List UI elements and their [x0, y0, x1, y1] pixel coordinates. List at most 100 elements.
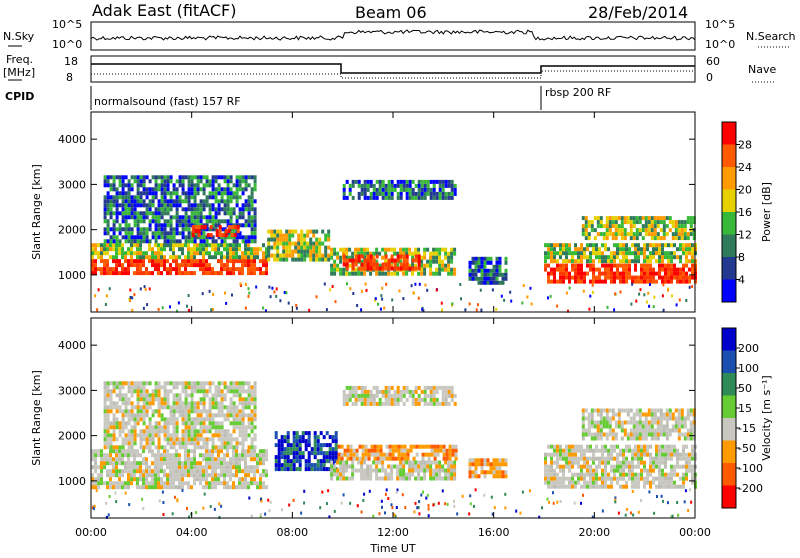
heatmap-cell	[395, 445, 398, 449]
heatmap-cell	[182, 207, 185, 211]
heatmap-cell	[634, 481, 637, 485]
heatmap-cell	[664, 268, 667, 272]
heatmap-cell	[609, 232, 612, 236]
heatmap-cell	[358, 259, 361, 263]
heatmap-cell	[248, 211, 251, 215]
heatmap-cell	[370, 196, 373, 200]
heatmap-cell	[621, 425, 624, 429]
heatmap-cell	[490, 261, 493, 265]
heatmap-cell	[296, 455, 299, 459]
heatmap-cell	[253, 251, 256, 255]
heatmap-cell	[128, 381, 131, 385]
heatmap-cell	[119, 385, 122, 389]
heatmap-cell	[104, 179, 107, 183]
heatmap-cell	[221, 401, 224, 405]
heatmap-cell	[622, 247, 625, 251]
heatmap-cell	[469, 265, 472, 269]
heatmap-cell	[154, 473, 157, 477]
heatmap-cell	[131, 425, 134, 429]
heatmap-cell	[562, 264, 565, 268]
heatmap-cell	[104, 405, 107, 409]
heatmap-cell	[312, 250, 315, 254]
heatmap-cell	[308, 443, 311, 447]
heatmap-cell	[116, 401, 119, 405]
heatmap-cell	[267, 230, 270, 234]
heatmap-cell	[208, 449, 211, 453]
heatmap-cell	[639, 425, 642, 429]
heatmap-cell	[607, 255, 610, 259]
heatmap-cell	[169, 473, 172, 477]
heatmap-cell	[496, 458, 499, 462]
heatmap-cell	[612, 232, 615, 236]
heatmap-cell	[206, 199, 209, 203]
heatmap-cell	[107, 211, 110, 215]
heatmap-cell	[408, 461, 411, 465]
heatmap-cell	[116, 417, 119, 421]
heatmap-cell	[148, 473, 151, 477]
heatmap-cell	[176, 179, 179, 183]
heatmap-cell	[649, 481, 652, 485]
heatmap-cell	[673, 485, 676, 489]
heatmap-cell	[190, 251, 193, 255]
heatmap-cell	[652, 461, 655, 465]
heatmap-cell	[248, 413, 251, 417]
heatmap-cell	[550, 272, 553, 276]
heatmap-cell	[248, 417, 251, 421]
heatmap-cell	[556, 465, 559, 469]
heatmap-cell	[302, 451, 305, 455]
heatmap-cell	[672, 425, 675, 429]
heatmap-cell	[214, 247, 217, 251]
heatmap-cell	[438, 260, 441, 264]
heatmap-cell	[130, 255, 133, 259]
heatmap-cell	[140, 433, 143, 437]
heatmap-cell	[445, 386, 448, 390]
heatmap-cell	[444, 256, 447, 260]
heatmap-cell	[553, 481, 556, 485]
heatmap-cell	[125, 227, 128, 231]
heatmap-cell	[460, 297, 462, 300]
heatmap-cell	[685, 264, 688, 268]
heatmap-cell	[212, 239, 215, 243]
heatmap-cell	[303, 246, 306, 250]
heatmap-cell	[235, 469, 238, 473]
heatmap-cell	[327, 230, 330, 234]
heatmap-cell	[224, 175, 227, 179]
heatmap-cell	[133, 457, 136, 461]
heatmap-cell	[106, 294, 108, 297]
heatmap-cell	[648, 421, 651, 425]
heatmap-cell	[382, 402, 385, 406]
heatmap-cell	[655, 485, 658, 489]
heatmap-cell	[164, 429, 167, 433]
heatmap-cell	[175, 263, 178, 267]
heatmap-cell	[212, 433, 215, 437]
heatmap-cell	[481, 462, 484, 466]
heatmap-cell	[634, 465, 637, 469]
heatmap-cell	[646, 301, 648, 304]
heatmap-cell	[690, 413, 693, 417]
heatmap-cell	[109, 247, 112, 251]
heatmap-cell	[303, 234, 306, 238]
heatmap-cell	[346, 394, 349, 398]
heatmap-cell	[595, 481, 598, 485]
heatmap-cell	[146, 397, 149, 401]
heatmap-cell	[262, 259, 265, 263]
heatmap-cell	[601, 264, 604, 268]
heatmap-cell	[140, 381, 143, 385]
heatmap-cell	[359, 457, 362, 461]
heatmap-cell	[178, 477, 181, 481]
heatmap-cell	[329, 447, 332, 451]
heatmap-cell	[203, 393, 206, 397]
heatmap-cell	[254, 219, 257, 223]
heatmap-cell	[188, 425, 191, 429]
heatmap-cell	[254, 179, 257, 183]
heatmap-cell	[326, 455, 329, 459]
heatmap-cell	[158, 215, 161, 219]
heatmap-cell	[170, 413, 173, 417]
heatmap-cell	[437, 453, 440, 457]
heatmap-cell	[214, 251, 217, 255]
heatmap-cell	[429, 469, 432, 473]
heatmap-cell	[397, 402, 400, 406]
heatmap-cell	[200, 445, 203, 449]
heatmap-cell	[291, 234, 294, 238]
heatmap-cell	[384, 473, 387, 477]
